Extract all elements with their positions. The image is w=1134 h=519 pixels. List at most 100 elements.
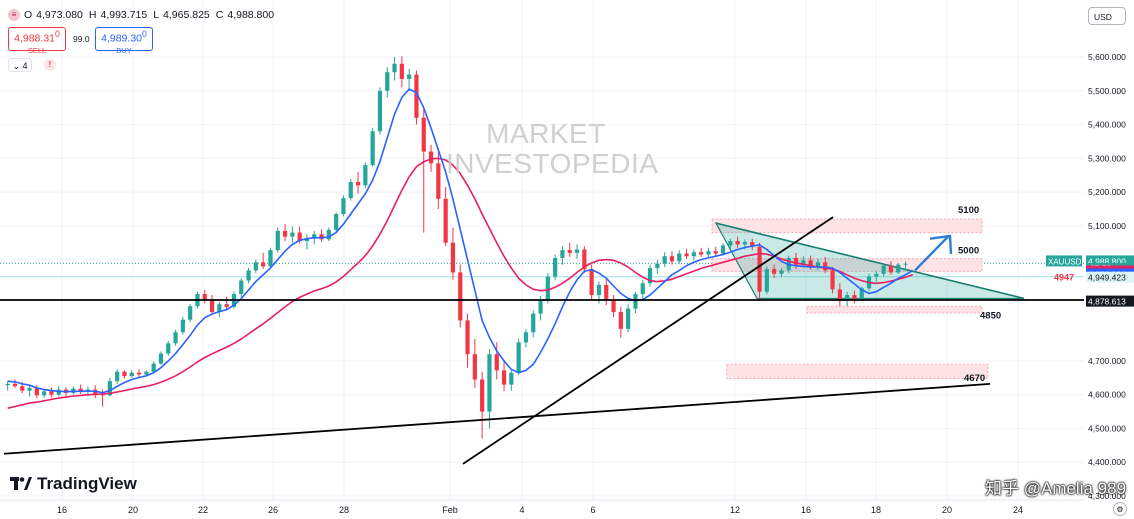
- candle-body: [304, 238, 310, 242]
- candle-body: [5, 383, 10, 386]
- candle-body: [808, 260, 813, 268]
- candle-body: [501, 370, 507, 385]
- candlestick-series: [5, 56, 908, 439]
- sell-button[interactable]: 4,988.310 SELL: [8, 27, 66, 55]
- high-label: H: [88, 9, 97, 21]
- candle-body: [720, 245, 726, 254]
- candle-body: [750, 242, 755, 247]
- price-tick-label: 4,300.000: [1088, 491, 1126, 501]
- candle-body: [158, 353, 164, 364]
- candle-body: [166, 343, 171, 354]
- sell-label: SELL: [27, 45, 47, 55]
- candle-body: [713, 251, 718, 254]
- candle-body: [458, 272, 463, 321]
- candle-body: [202, 294, 207, 301]
- candle-body: [888, 265, 894, 273]
- time-tick-label: 16: [801, 505, 811, 515]
- currency-label: USD: [1094, 12, 1112, 22]
- time-tick-label: 6: [590, 505, 595, 515]
- tradingview-logo[interactable]: TradingView: [10, 474, 137, 494]
- indicators-toggle[interactable]: ⌄ 4: [8, 58, 32, 72]
- buy-button[interactable]: 4,989.300 BUY: [95, 27, 153, 55]
- price-tick-label: 4,500.000: [1088, 423, 1126, 433]
- time-tick-label: 22: [198, 505, 208, 515]
- ma-fast-line: [7, 88, 914, 394]
- alert-icon[interactable]: !: [44, 59, 56, 71]
- candle-body: [173, 332, 178, 344]
- sell-price-sup: 0: [55, 29, 60, 39]
- sell-price: 4,988.31: [14, 32, 55, 45]
- price-tick-label: 5,300.000: [1088, 153, 1126, 163]
- buy-label: BUY: [116, 45, 132, 55]
- candle-body: [122, 371, 127, 377]
- candle-body: [538, 300, 543, 314]
- high-value: 4,993.715: [100, 9, 148, 21]
- currency-exchange-icon[interactable]: ≡: [8, 9, 20, 21]
- candle-body: [757, 246, 762, 292]
- candle-body: [385, 72, 390, 91]
- candle-body: [772, 269, 777, 274]
- candle-body: [443, 198, 448, 243]
- candle-body: [180, 319, 185, 333]
- dark-price-bg: [1086, 295, 1134, 307]
- last-price-label: 4,988.800: [1088, 256, 1126, 266]
- candle-body: [392, 63, 397, 73]
- candle-body: [239, 280, 244, 295]
- level-label-5000: 5000: [958, 246, 979, 257]
- candle-body: [450, 242, 456, 273]
- candle-body: [640, 283, 645, 295]
- candle-body: [297, 232, 302, 242]
- candle-body: [290, 232, 295, 237]
- price-tick-label: 4,400.000: [1088, 457, 1126, 467]
- price-tick-label: 5,500.000: [1088, 86, 1126, 96]
- trendlines: [0, 216, 1134, 465]
- open-label: O: [24, 9, 33, 21]
- candle-body: [567, 250, 572, 253]
- candle-body: [626, 308, 631, 329]
- candle-body: [107, 381, 112, 396]
- candle-body: [830, 270, 835, 290]
- indicator-count: 4: [22, 61, 28, 71]
- candle-body: [509, 372, 514, 385]
- time-tick-label: 26: [268, 505, 278, 515]
- price-tick-label: 5,200.000: [1088, 187, 1126, 197]
- candle-body: [662, 256, 667, 264]
- level-label-4850: 4850: [980, 310, 1001, 321]
- currency-selector[interactable]: USD: [1088, 7, 1126, 25]
- candle-body: [217, 304, 222, 312]
- candle-body: [136, 372, 142, 375]
- spread-value: 99.0: [73, 34, 90, 44]
- support-4670-zone: [726, 363, 989, 379]
- candle-body: [852, 295, 857, 300]
- candle-body: [699, 252, 704, 255]
- level-annotations: 5100 5000 4850 4670: [958, 205, 1001, 384]
- candle-body: [764, 269, 769, 292]
- time-tick-label: 4: [519, 505, 524, 515]
- settings-icon[interactable]: ⚙: [1113, 502, 1127, 516]
- candle-body: [691, 252, 696, 257]
- time-tick-label: 12: [730, 505, 740, 515]
- candle-body: [312, 234, 317, 239]
- candle-body: [144, 371, 149, 375]
- candle-body: [896, 264, 901, 273]
- candle-body: [903, 263, 908, 265]
- time-tick-label: 20: [942, 505, 952, 515]
- candle-body: [735, 241, 740, 245]
- candle-body: [49, 391, 54, 395]
- candle-body: [115, 371, 120, 382]
- candle-body: [363, 165, 368, 186]
- candle-body: [669, 256, 675, 262]
- level-label-4670: 4670: [964, 373, 985, 384]
- candle-body: [268, 250, 273, 267]
- projection-arrow-head: [929, 234, 953, 255]
- candle-body: [589, 269, 594, 296]
- time-axis: 16 20 22 26 28 Feb 4 6 12 16 18 20 24: [0, 499, 1084, 515]
- time-tick-label: 20: [128, 505, 138, 515]
- candle-body: [370, 131, 375, 166]
- time-tick-label: 18: [871, 505, 881, 515]
- candle-body: [545, 276, 550, 301]
- level-label-5100: 5100: [958, 205, 979, 216]
- tradingview-logo-text: TradingView: [37, 474, 137, 493]
- candle-body: [56, 389, 61, 395]
